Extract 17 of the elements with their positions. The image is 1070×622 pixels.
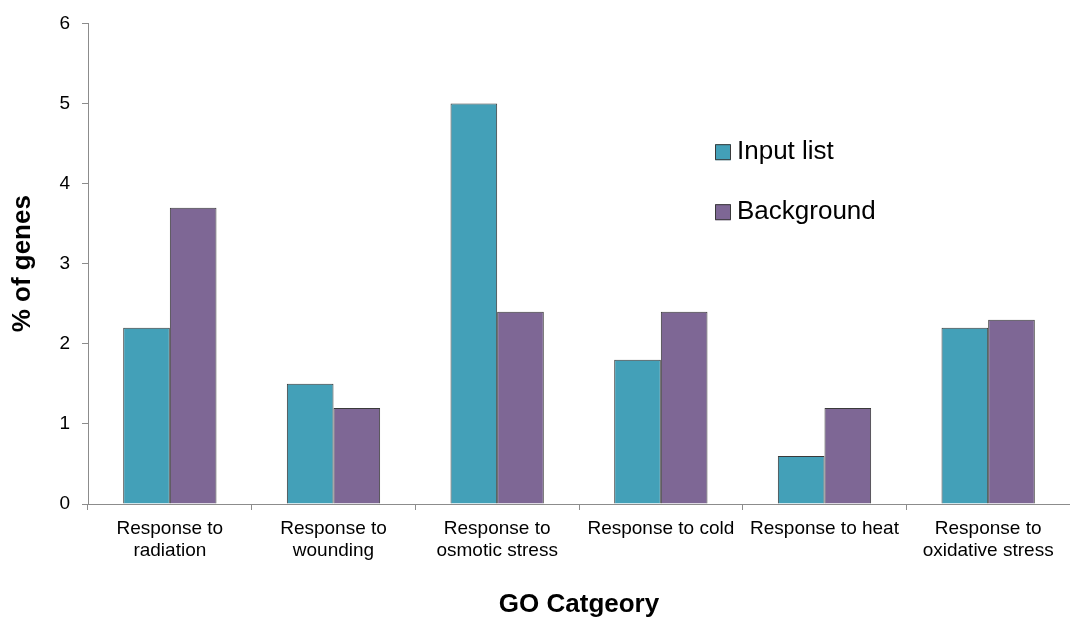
legend-label: Background [737,195,876,226]
y-tick-label: 5 [59,91,70,113]
x-tick-label: Response to wounding [280,516,387,561]
y-tick-label: 6 [59,11,70,33]
x-axis-title: GO Catgeory [498,587,660,618]
y-tick-label: 0 [59,492,70,514]
y-tick-label: 2 [59,332,70,354]
x-tick-label: Response to oxidative stress [922,516,1054,561]
y-tick-label: 4 [59,171,71,193]
legend-label: Input list [737,135,835,166]
x-tick-label: Response to cold [587,516,735,538]
y-tick-label: 3 [59,251,70,273]
y-axis-title: % of genes [5,195,36,333]
y-tick-label: 1 [59,412,70,434]
x-tick-label: Response to osmotic stress [436,516,558,561]
x-tick-label: Response to heat [750,516,900,538]
x-tick-label: Response to radiation [116,516,224,561]
